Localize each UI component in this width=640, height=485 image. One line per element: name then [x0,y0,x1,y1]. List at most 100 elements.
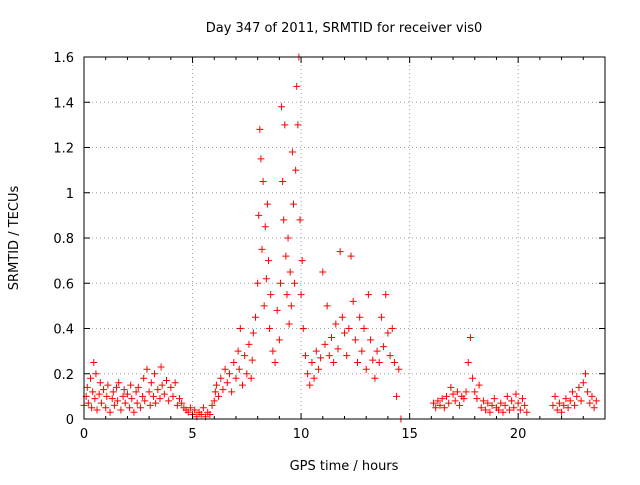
data-point [178,399,186,407]
data-point [235,365,243,373]
data-point [521,401,529,409]
data-point [139,392,147,400]
data-point [341,329,348,337]
data-point [571,401,579,409]
data-point [154,386,162,394]
data-point [169,392,177,400]
data-point [293,82,301,90]
data-point [462,388,470,396]
data-point [199,404,207,412]
data-point [171,379,179,387]
data-point [228,388,236,396]
data-point [130,408,138,416]
data-point [109,388,117,396]
x-tick-label: 0 [80,427,88,442]
data-point [106,408,114,416]
data-point [314,365,322,373]
data-point [285,320,293,328]
y-tick-label: 0.6 [53,277,74,292]
data-point [495,406,503,414]
data-point [132,388,140,396]
data-point [271,358,279,366]
data-point [127,381,135,389]
data-point [121,399,129,407]
data-point [514,399,522,407]
data-point [257,155,265,163]
grid-lines [84,57,605,419]
data-point [255,211,263,219]
data-point [282,252,290,260]
data-point [332,320,340,328]
data-point [325,352,333,360]
data-point [386,352,394,360]
data-point [236,325,244,332]
data-point [319,268,327,276]
data-point [388,325,396,332]
data-point [102,404,110,412]
data-point [217,374,225,382]
data-point [245,340,253,348]
data-point [123,390,131,398]
data-point [451,397,459,405]
data-point [156,395,164,403]
chart-title: Day 347 of 2011, SRMTID for receiver vis… [206,21,483,36]
data-point [434,397,442,405]
y-tick-label: 0 [66,413,74,428]
data-point [262,275,270,283]
data-point [289,200,297,208]
data-point [440,404,448,412]
x-axis-label: GPS time / hours [290,459,399,474]
data-point [516,406,524,414]
data-point [343,352,351,360]
data-point [149,392,157,400]
data-point [100,386,108,394]
data-point [488,401,496,409]
data-point [486,408,494,416]
data-point [176,395,184,403]
data-point [248,356,256,364]
data-point [471,388,479,396]
data-point [223,379,231,387]
data-point [312,347,320,355]
data-point [133,399,141,407]
data-point [390,358,398,366]
data-point [197,410,205,418]
data-point [103,392,111,400]
data-point [317,354,325,362]
data-point [247,374,255,382]
data-point [284,234,292,242]
data-point [243,370,251,378]
data-point [592,397,600,405]
x-tick-label: 5 [188,427,196,442]
data-point [306,381,314,389]
data-point [151,370,159,378]
data-point [186,404,194,412]
data-point [126,404,134,412]
data-point [573,392,581,400]
data-point [267,291,275,299]
y-tick-label: 0.8 [53,232,74,247]
y-tick-label: 1 [66,187,74,202]
data-point [553,406,561,414]
data-point [95,390,103,398]
data-point [108,395,116,403]
data-point [96,379,104,387]
data-point [191,406,199,414]
data-point [551,392,559,400]
data-point [430,399,438,407]
data-point [503,392,511,400]
data-point [445,399,453,407]
data-point [162,377,170,385]
data-point [287,302,295,310]
data-point [586,399,594,407]
data-point [208,401,216,409]
y-tick-label: 1.2 [53,142,74,157]
data-point [464,358,472,366]
data-point [310,374,318,382]
data-point [259,177,267,185]
data-point [254,279,262,287]
data-point [292,166,300,174]
data-point [579,379,587,387]
data-point [330,358,338,366]
data-point [298,257,306,265]
